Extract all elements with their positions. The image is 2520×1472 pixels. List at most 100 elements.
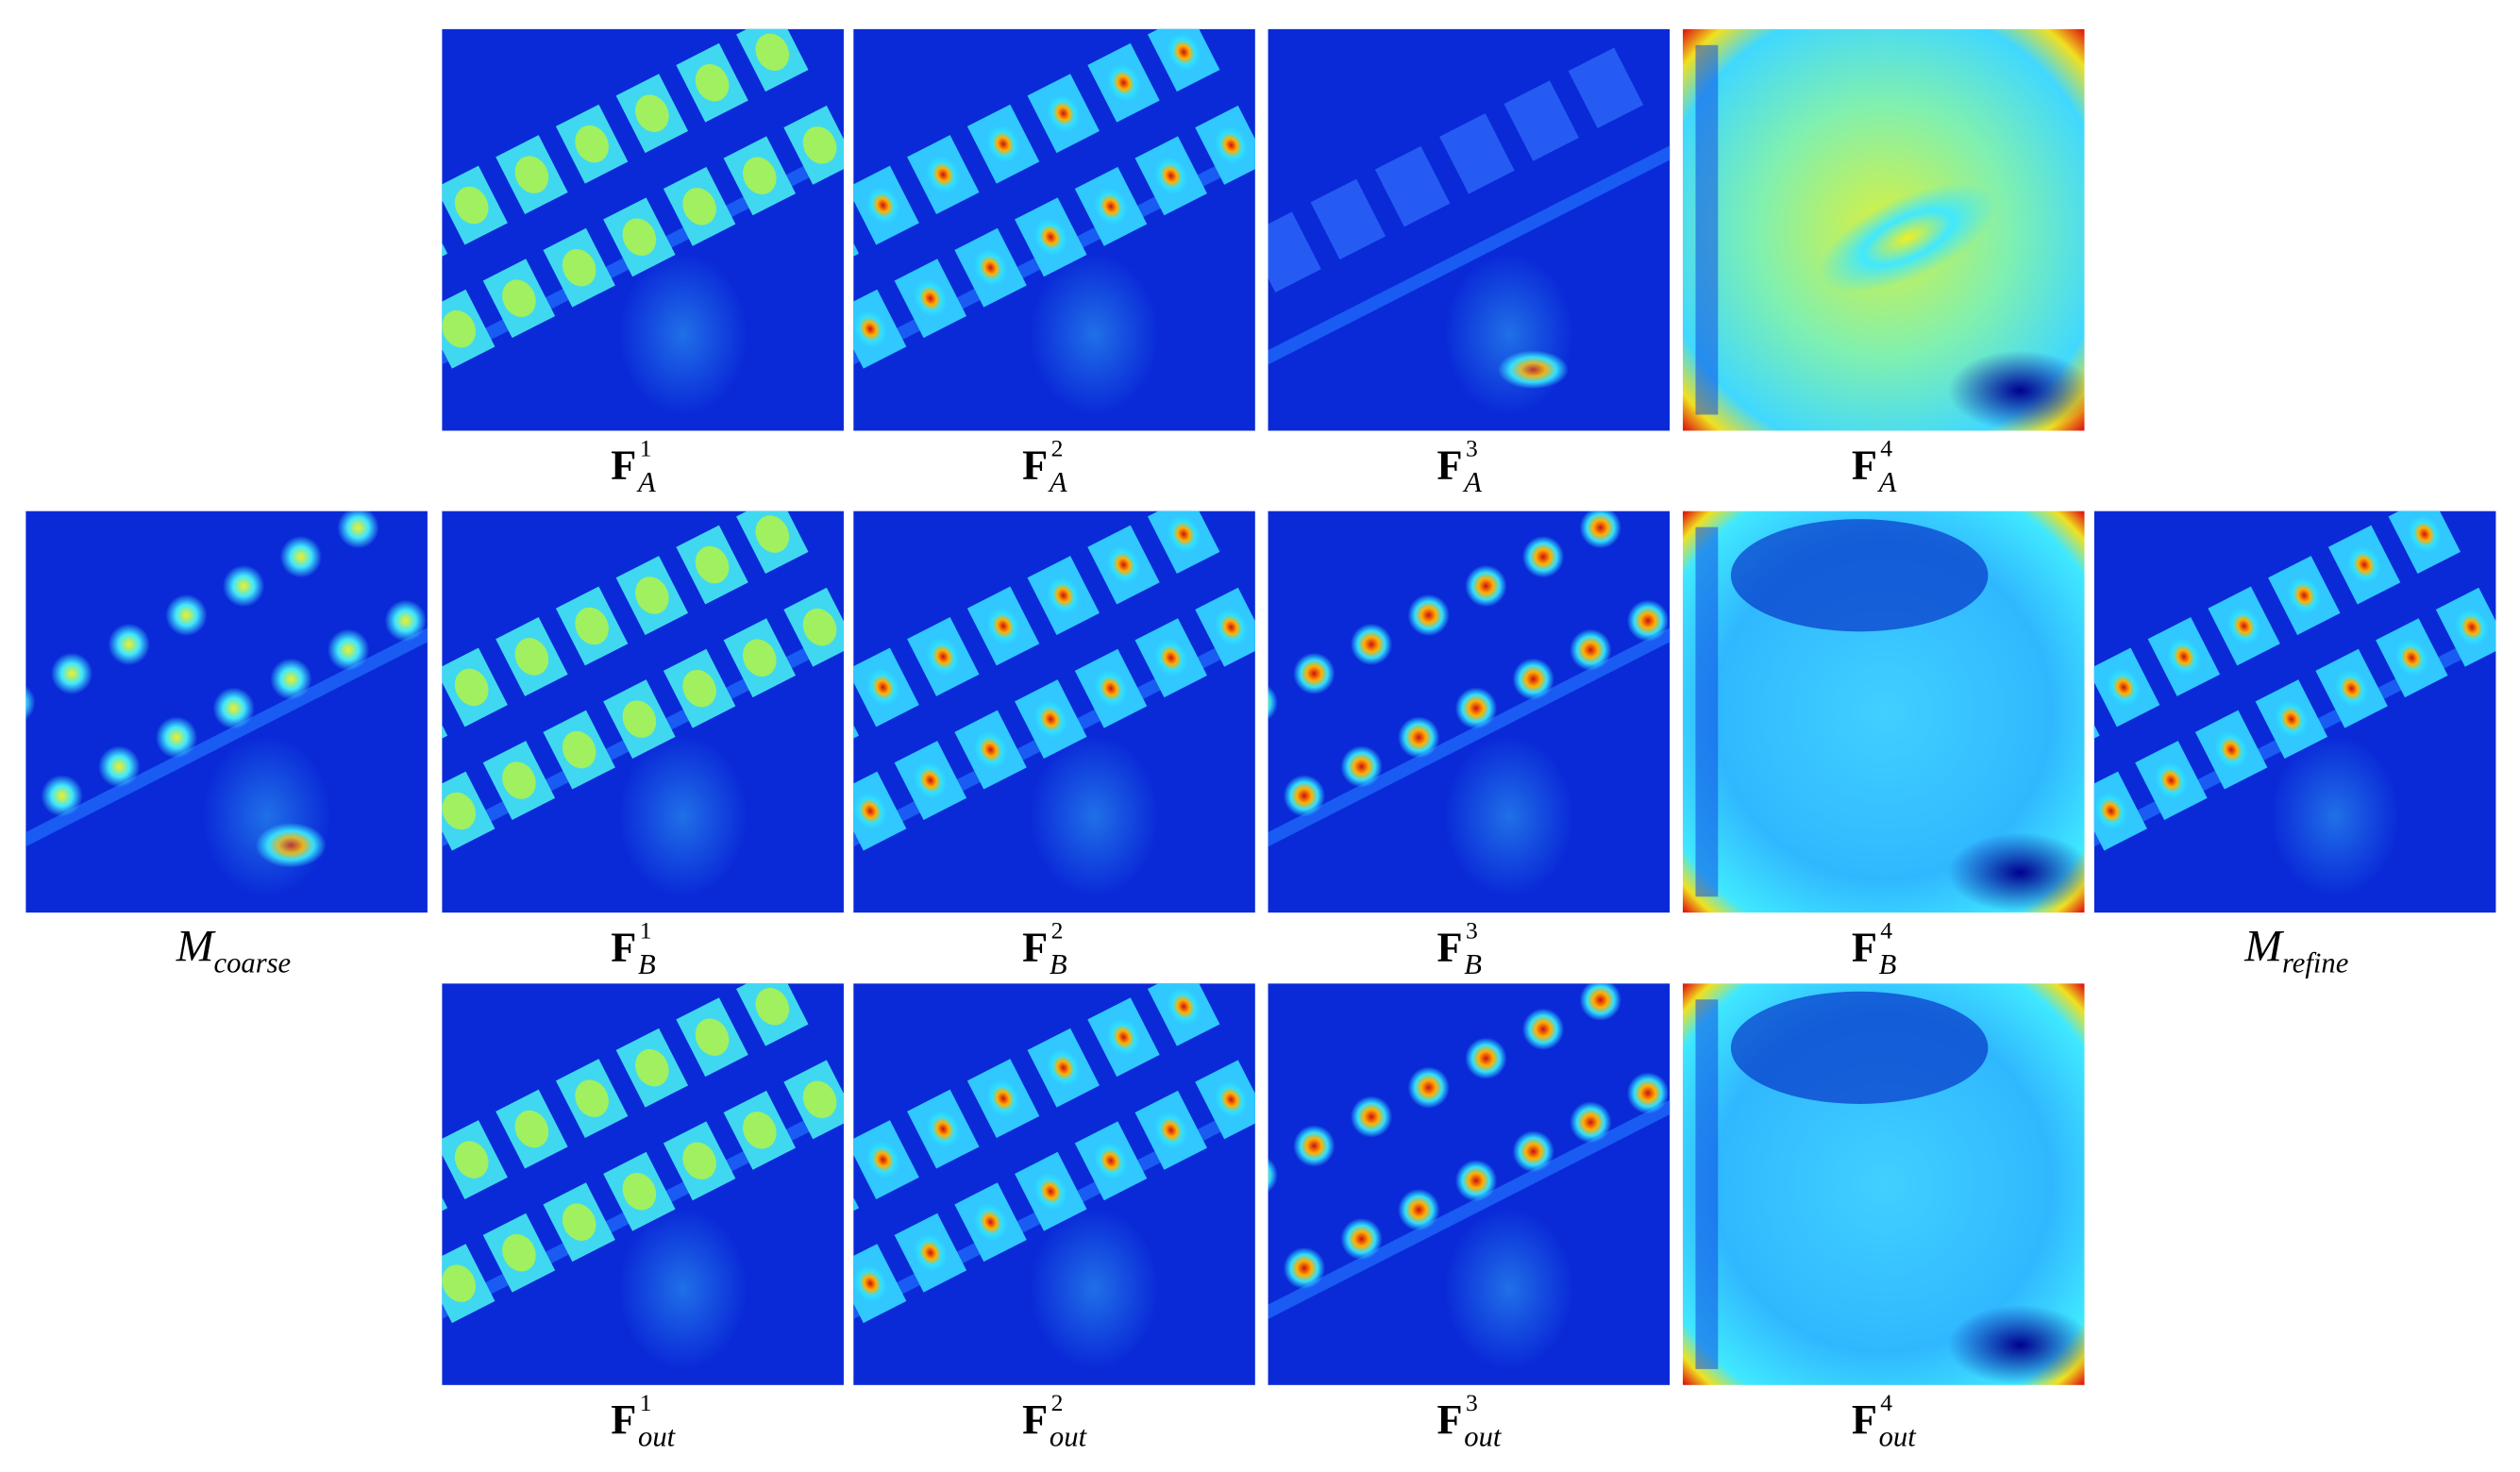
label-sub: B [1464,948,1482,980]
blob [1947,1304,2085,1385]
glow [1444,1208,1574,1369]
tile-core [1153,157,1188,195]
tile [442,1150,448,1230]
blob [1947,832,2085,913]
label-base: F [1852,443,1877,489]
label-sub: out [638,1421,677,1453]
edge [1695,44,1719,415]
tile [1439,113,1515,194]
spot [155,716,198,759]
tile [1374,145,1451,227]
label-sub: out [1050,1421,1088,1453]
label-sub: B [1879,948,1897,980]
label-sub: coarse [213,946,291,979]
spot [1283,775,1326,817]
tile-core [1033,218,1068,257]
spot [1350,623,1393,666]
label-base: F [1852,924,1877,970]
blob [1947,350,2085,431]
tile-core [682,188,716,226]
tile-core [865,668,900,707]
glow [618,736,748,897]
label-sup: 2 [1051,917,1064,945]
tile-core [454,186,489,225]
spot [1340,1217,1383,1261]
tile [362,320,434,399]
tile-core [2275,700,2309,738]
tile-core [1046,1048,1081,1087]
label-base: M [2243,922,2284,971]
tile-core [562,248,596,287]
tile-core [1167,987,1201,1026]
stripe [442,510,844,873]
stripe [362,28,844,399]
spot [1398,1189,1440,1231]
spot [1465,1037,1507,1079]
tile-core [1214,608,1249,646]
label-base: F [1437,924,1463,970]
label-sup: 1 [640,917,652,945]
label-sup: 4 [1880,1389,1892,1416]
spot [1521,1008,1565,1050]
stripe [1268,47,1671,391]
label-sup: 3 [1466,917,1478,945]
tile-core [328,1196,375,1246]
tile [315,1181,387,1261]
tile-core [2226,607,2261,645]
tile-core [562,730,596,769]
label-base: F [611,443,636,489]
tile-core [2167,638,2201,676]
label-sup: 3 [1466,1389,1478,1416]
tile-core [502,279,536,317]
tile-core [442,1264,476,1302]
tile-core [743,1112,777,1149]
tile-core [1167,33,1201,72]
tile-core [635,94,669,132]
stripe [853,983,1255,1346]
spot [1512,658,1554,700]
stripe [853,510,1255,873]
tile-core [376,1290,422,1339]
label-sup: 2 [1051,1389,1064,1416]
edge [1695,999,1719,1369]
tile-core [1033,700,1068,738]
tile-core [1106,545,1141,584]
stripe [1268,983,1671,1346]
spot [41,775,83,817]
tile-core [1167,515,1201,553]
heatmap [315,983,844,1385]
label-sup: 2 [1051,435,1064,462]
spot [1293,652,1336,694]
tile-core [514,156,549,193]
tile-core [1094,1142,1128,1180]
tile-core [755,987,790,1026]
label-sup: 3 [1466,435,1478,462]
tile-core [502,761,536,799]
tile-core [743,639,777,677]
tile-core [865,1141,900,1179]
tile-core [2093,792,2128,830]
tile-core [1153,1112,1188,1149]
spot [98,745,141,788]
tile-core [986,125,1020,163]
tile-core [622,1172,657,1211]
road [1268,109,1671,391]
label-sup: 1 [640,435,652,462]
tile [1568,47,1644,128]
glow [618,254,748,415]
tile-core [622,700,657,738]
heatmap [1268,983,1671,1385]
label-sup: 1 [640,1389,652,1416]
label-sub: out [1464,1421,1503,1453]
label-sub: A [1877,466,1897,498]
tile-core [2407,515,2442,553]
label-sub: out [1879,1421,1918,1453]
tile-core [695,1018,730,1056]
tile-core [986,1079,1020,1117]
tile-core [1153,639,1188,677]
tile-core [926,156,961,193]
tile-core [695,545,730,584]
glow [618,1208,748,1369]
tile-core [2455,608,2489,646]
